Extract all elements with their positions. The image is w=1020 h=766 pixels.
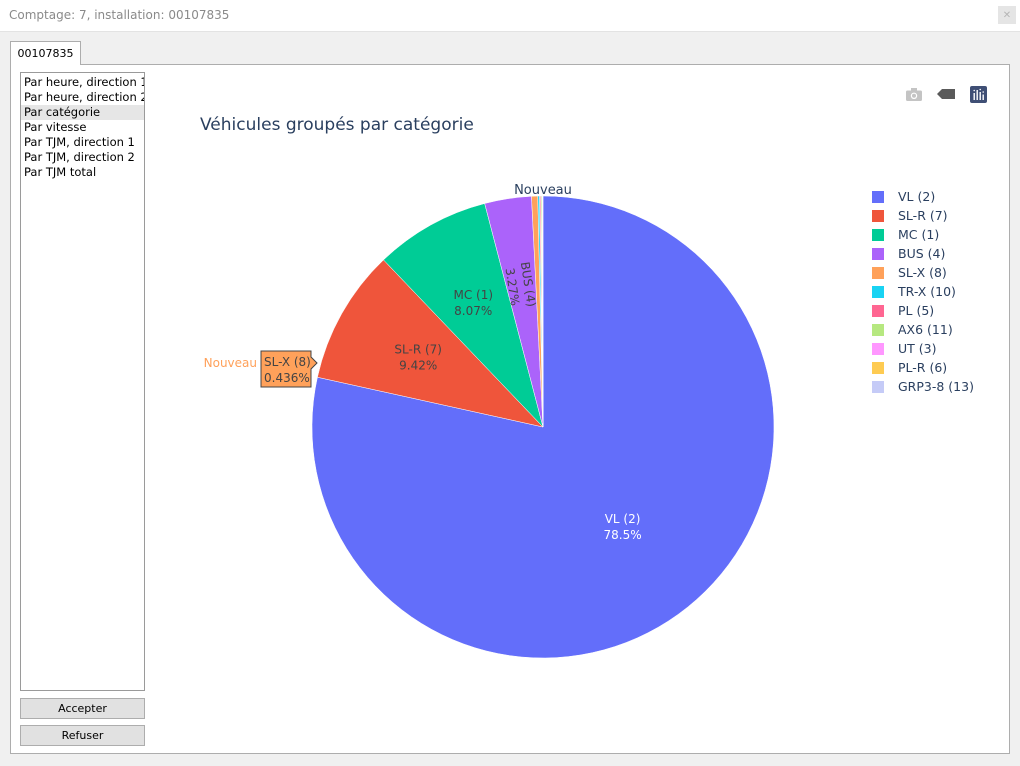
list-item-tjm-dir1[interactable]: Par TJM, direction 1: [24, 135, 135, 149]
hover-tooltip: Nouveau SL-X (8) 0.436%: [204, 350, 318, 388]
pie-slice-sl-r-7[interactable]: [317, 259, 544, 428]
legend-item-pl-5[interactable]: PL (5): [872, 301, 974, 320]
legend-item-ax6-11[interactable]: AX6 (11): [872, 320, 974, 339]
window-title: Comptage: 7, installation: 00107835: [9, 8, 230, 22]
legend-swatch: [872, 285, 884, 298]
hover-group-label: Nouveau: [204, 356, 257, 370]
legend-label: SL-R (7): [898, 208, 948, 223]
pie-slice-mc-1[interactable]: [383, 203, 544, 428]
camera-icon[interactable]: [905, 85, 923, 103]
refuse-button[interactable]: Refuser: [20, 725, 145, 746]
legend-swatch: [872, 228, 884, 241]
hover-percent: 0.436%: [264, 371, 310, 385]
legend-swatch: [872, 361, 884, 374]
legend-label: TR-X (10): [898, 284, 956, 299]
legend-item-vl-2[interactable]: VL (2): [872, 187, 974, 206]
legend-label: AX6 (11): [898, 322, 953, 337]
chart-area: Véhicules groupés par catégorie VL (2) 78…: [155, 75, 1005, 750]
legend-swatch: [872, 342, 884, 355]
legend-label: VL (2): [898, 189, 936, 204]
legend-swatch: [872, 323, 884, 336]
list-item-tjm-total[interactable]: Par TJM total: [24, 165, 97, 179]
slice-label-bus-4: BUS (4): [518, 261, 539, 308]
plotly-logo-icon[interactable]: [969, 85, 987, 103]
hover-box: [260, 350, 318, 388]
slice-percent-bus-4: 3.27%: [503, 267, 523, 307]
legend-item-grp3-8-13[interactable]: GRP3-8 (13): [872, 377, 974, 396]
legend-item-pl-r-6[interactable]: PL-R (6): [872, 358, 974, 377]
slice-label-vl-2: VL (2): [605, 512, 641, 526]
legend-swatch: [872, 304, 884, 317]
legend-item-mc-1[interactable]: MC (1): [872, 225, 974, 244]
legend-swatch: [872, 380, 884, 393]
tab-installation[interactable]: 00107835: [10, 41, 81, 65]
legend-item-tr-x-10[interactable]: TR-X (10): [872, 282, 974, 301]
legend-label: PL (5): [898, 303, 935, 318]
report-list[interactable]: Par heure, direction 1 Par heure, direct…: [20, 72, 145, 691]
chart-legend: VL (2) SL-R (7) MC (1) BUS (4) SL-X (8) TR-X …: [872, 187, 974, 396]
legend-label: BUS (4): [898, 246, 946, 261]
hover-label: SL-X (8): [264, 355, 311, 369]
legend-swatch: [872, 247, 884, 260]
legend-label: SL-X (8): [898, 265, 947, 280]
slice-percent-mc-1: 8.07%: [454, 304, 492, 318]
legend-swatch: [872, 266, 884, 279]
legend-label: UT (3): [898, 341, 937, 356]
pie-group-title: Nouveau: [514, 183, 572, 198]
legend-item-sl-r-7[interactable]: SL-R (7): [872, 206, 974, 225]
legend-swatch: [872, 209, 884, 222]
slice-label-sl-r-7: SL-R (7): [394, 343, 442, 357]
slice-label-mc-1: MC (1): [453, 288, 493, 302]
close-icon[interactable]: ✕: [998, 6, 1016, 24]
slice-percent-sl-r-7: 9.42%: [399, 359, 437, 373]
legend-swatch: [872, 190, 884, 203]
pie-chart: VL (2) 78.5% SL-R (7) 9.42% MC (1) 8.07% BUS (…: [204, 183, 775, 659]
list-item-hour-dir2[interactable]: Par heure, direction 2: [24, 90, 144, 104]
legend-label: MC (1): [898, 227, 940, 242]
chart-modebar: [905, 85, 987, 103]
tag-icon[interactable]: [937, 85, 955, 103]
list-item-hour-dir1[interactable]: Par heure, direction 1: [24, 75, 144, 89]
chart-title: Véhicules groupés par catégorie: [200, 115, 474, 135]
legend-label: PL-R (6): [898, 360, 948, 375]
legend-item-ut-3[interactable]: UT (3): [872, 339, 974, 358]
list-item-tjm-dir2[interactable]: Par TJM, direction 2: [24, 150, 135, 164]
legend-label: GRP3-8 (13): [898, 379, 974, 394]
title-bar: Comptage: 7, installation: 00107835 ✕: [0, 0, 1020, 32]
legend-item-sl-x-8[interactable]: SL-X (8): [872, 263, 974, 282]
slice-percent-vl-2: 78.5%: [604, 528, 642, 542]
pie-slice-vl-2[interactable]: [311, 195, 775, 659]
accept-button[interactable]: Accepter: [20, 698, 145, 719]
list-item-category[interactable]: Par catégorie: [21, 105, 144, 120]
legend-item-bus-4[interactable]: BUS (4): [872, 244, 974, 263]
list-item-speed[interactable]: Par vitesse: [24, 120, 87, 134]
